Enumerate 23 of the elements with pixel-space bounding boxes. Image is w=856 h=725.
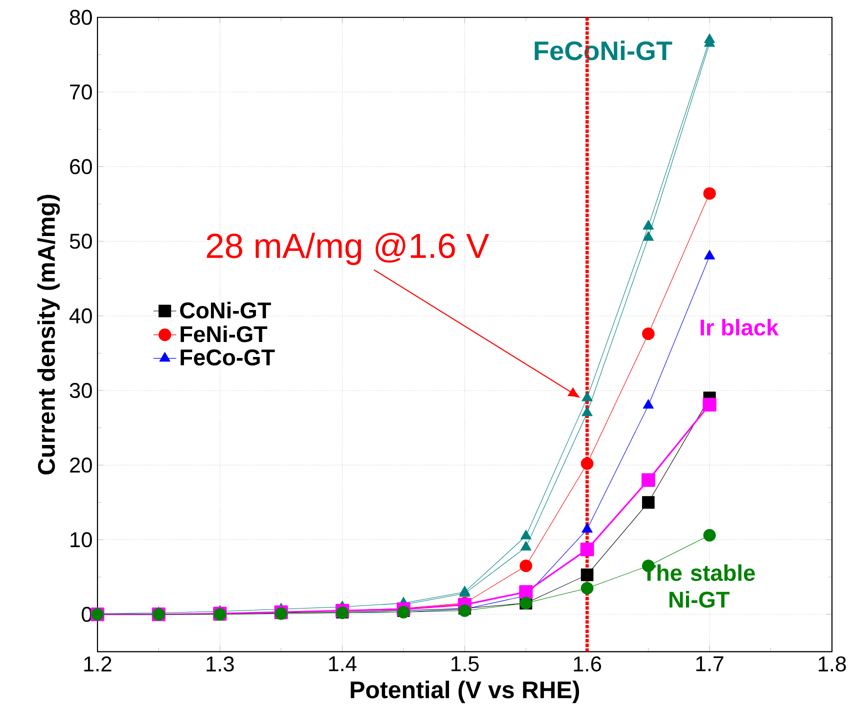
y-tick-label: 20 <box>70 457 92 473</box>
y-tick-label: 70 <box>70 84 92 100</box>
x-tick-label: 1.2 <box>84 656 112 672</box>
x-axis-title: Potential (V vs RHE) <box>350 680 580 704</box>
y-tick-label: 10 <box>70 532 92 548</box>
legend-label: CoNi-GT <box>180 302 272 318</box>
y-tick-label: 80 <box>70 10 92 25</box>
legend-label: FeCo-GT <box>180 349 275 366</box>
legend-label: FeNi-GT <box>180 326 268 342</box>
y-tick-label: 60 <box>70 158 92 174</box>
y-tick-label: 30 <box>70 382 92 398</box>
x-tick-label: 1.4 <box>329 656 357 672</box>
y-tick-label: 50 <box>70 234 92 249</box>
x-tick-label: 1.8 <box>818 656 846 672</box>
x-tick-label: 1.6 <box>574 656 602 672</box>
y-tick-label: 40 <box>69 308 92 324</box>
x-tick-label: 1.5 <box>452 656 479 672</box>
x-tick-label: 1.3 <box>206 656 234 672</box>
series-label: FeCoNi-GT <box>534 40 672 60</box>
y-axis-title: Current density (mA/mg) <box>37 194 60 474</box>
text: Ir black <box>700 318 779 336</box>
annotation: 28 mA/mg @1.6 V <box>206 232 490 266</box>
x-tick-label: 1.7 <box>696 656 724 672</box>
